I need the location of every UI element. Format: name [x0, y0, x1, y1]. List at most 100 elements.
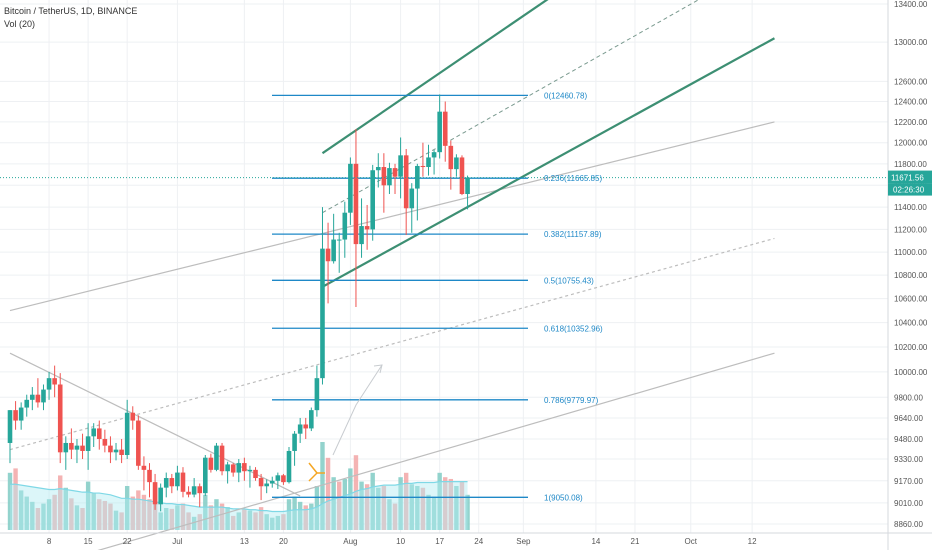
- channel-line-lower: [321, 37, 775, 288]
- candle-body: [370, 170, 375, 230]
- candle-body: [375, 167, 381, 171]
- time-tick-label: Jul: [172, 537, 182, 546]
- price-tick-label: 9170.00: [894, 477, 923, 486]
- volume-bar: [69, 498, 74, 530]
- volume-bar: [364, 484, 370, 530]
- volume-bar: [35, 508, 41, 530]
- volume-bar: [331, 477, 336, 530]
- candle-body: [191, 486, 197, 495]
- candle-body: [197, 486, 203, 494]
- price-tick-label: 12000.00: [894, 139, 928, 148]
- volume-bar: [225, 507, 230, 530]
- candle-body: [208, 457, 214, 470]
- candle-body: [253, 469, 258, 479]
- volume-bar: [63, 487, 68, 530]
- candle-body: [364, 226, 370, 230]
- candle-body: [13, 410, 18, 421]
- volume-bar: [370, 472, 375, 530]
- candle-body: [426, 157, 431, 168]
- volume-bar: [426, 494, 431, 530]
- volume-bar: [136, 490, 141, 530]
- candle-body: [437, 111, 442, 153]
- volume-bar: [297, 501, 303, 530]
- candle-body: [124, 412, 130, 455]
- candle-body: [403, 155, 409, 209]
- volume-pane: [7, 442, 470, 530]
- time-tick-label: 14: [591, 537, 600, 546]
- candle-body: [152, 482, 158, 505]
- volume-bar: [180, 503, 186, 530]
- volume-bar: [415, 486, 420, 530]
- volume-bar: [13, 468, 18, 530]
- volume-bar: [454, 486, 459, 530]
- time-tick-label: 8: [47, 537, 52, 546]
- volume-bar: [175, 505, 180, 530]
- candle-body: [113, 449, 119, 453]
- volume-bar: [242, 508, 247, 530]
- price-tick-label: 9330.00: [894, 455, 923, 464]
- fib-level-label: 0.5(10755.43): [544, 276, 594, 285]
- volume-bar: [41, 503, 46, 530]
- fib-retracement[interactable]: 0(12460.78) 0.236(11665.85) 0.382(11157.89…: [272, 91, 603, 502]
- candle-body: [420, 165, 426, 168]
- volume-ma-area: [10, 481, 468, 530]
- price-tick-label: 11400.00: [894, 203, 927, 212]
- candle-body: [359, 226, 364, 245]
- price-tick-label: 11200.00: [894, 225, 927, 234]
- volume-bar: [459, 481, 465, 530]
- candle-body: [242, 463, 247, 472]
- candle-body: [18, 407, 24, 421]
- price-tick-label: 8860.00: [894, 520, 923, 529]
- candle-body: [247, 469, 253, 472]
- time-tick-label: 10: [396, 537, 405, 546]
- candle-body: [69, 442, 74, 450]
- volume-bar: [147, 499, 152, 530]
- candle-body: [57, 384, 63, 453]
- volume-bar: [281, 514, 286, 530]
- fib-level-label: 0.382(11157.89): [544, 230, 602, 239]
- volume-bar: [409, 484, 414, 530]
- volume-bar: [80, 508, 85, 530]
- grid: [0, 0, 888, 533]
- candle-body: [258, 478, 264, 487]
- candle-body: [320, 248, 325, 379]
- price-tick-label: 10800.00: [894, 271, 928, 280]
- volume-bar: [219, 503, 225, 530]
- volume-bar: [403, 472, 409, 530]
- candle-body: [80, 445, 85, 451]
- candle-body: [175, 472, 180, 487]
- volume-bar: [353, 455, 359, 530]
- candlestick-series: [7, 94, 470, 512]
- trend-lines[interactable]: [9, 0, 775, 550]
- volume-bar: [24, 496, 29, 530]
- volume-bar: [398, 477, 403, 530]
- candle-body: [46, 378, 52, 390]
- volume-bar: [203, 494, 208, 530]
- price-tick-label: 9800.00: [894, 393, 923, 402]
- candle-body: [219, 445, 225, 472]
- volume-bar: [270, 517, 275, 530]
- channel-line-mid: [322, 0, 700, 214]
- volume-bar: [348, 468, 353, 530]
- candle-body: [353, 163, 359, 245]
- volume-bar: [197, 514, 202, 530]
- last-price-value: 11671.56: [891, 174, 924, 183]
- candle-body: [387, 168, 392, 186]
- annotations: [0, 177, 888, 482]
- volume-bar: [303, 505, 308, 530]
- volume-bar: [191, 516, 197, 530]
- candle-body: [342, 212, 348, 240]
- candle-body: [163, 478, 169, 488]
- price-tick-label: 11000.00: [894, 248, 927, 257]
- candle-body: [169, 478, 175, 487]
- candle-body: [203, 457, 208, 494]
- candle-body: [275, 475, 281, 481]
- marker-icon: [308, 462, 325, 482]
- volume-bar: [46, 499, 52, 530]
- time-tick-label: 24: [474, 537, 483, 546]
- candle-body: [136, 420, 141, 466]
- candle-body: [297, 424, 303, 434]
- time-tick-label: 20: [279, 537, 288, 546]
